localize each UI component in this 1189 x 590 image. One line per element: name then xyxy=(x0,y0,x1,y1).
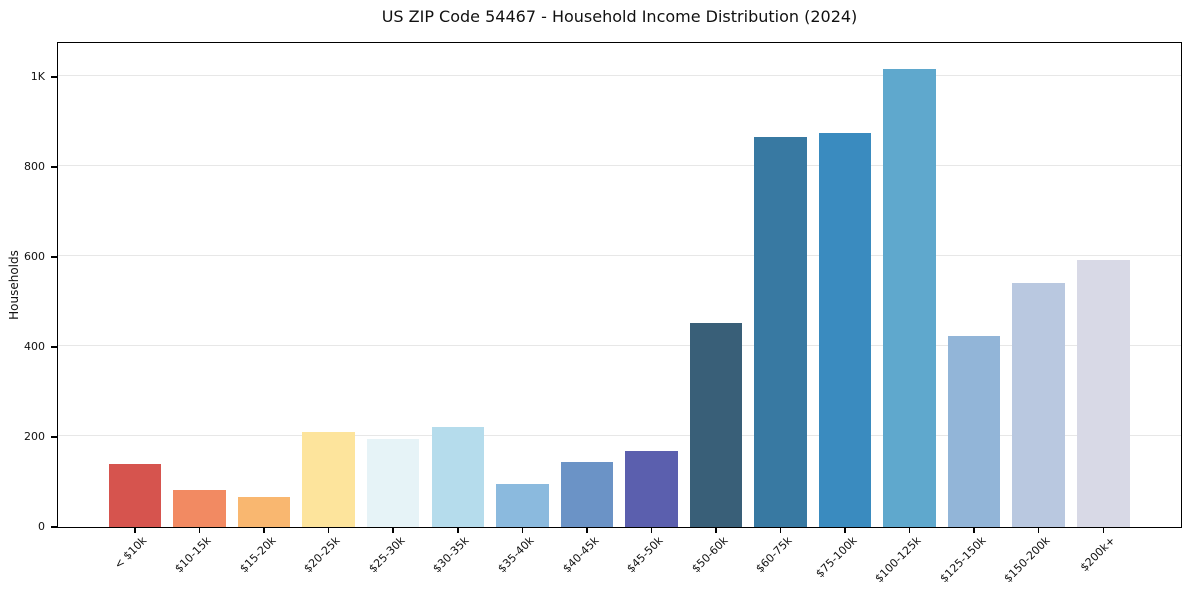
y-tick-label: 400 xyxy=(24,339,45,353)
gridline xyxy=(58,165,1181,167)
gridline xyxy=(58,435,1181,437)
x-tick-label: < $10k xyxy=(111,534,150,572)
x-tick-label: $100-125k xyxy=(872,534,924,586)
x-tick-label: $45-50k xyxy=(624,534,666,576)
y-tick-label: 200 xyxy=(24,429,45,443)
x-tick-mark xyxy=(908,528,911,533)
gridline xyxy=(58,75,1181,77)
x-tick-label: $75-100k xyxy=(813,534,860,581)
bar xyxy=(947,336,1001,527)
x-tick-mark xyxy=(1037,528,1040,533)
x-tick-mark xyxy=(198,528,201,533)
x-tick-mark xyxy=(521,528,524,533)
x-tick-label: $150-200k xyxy=(1001,534,1053,586)
bar xyxy=(625,451,678,527)
y-tick-mark xyxy=(51,526,57,528)
x-tick-mark xyxy=(715,528,717,533)
gridline xyxy=(58,345,1181,347)
x-tick-label: $125-150k xyxy=(937,534,989,586)
x-tick-mark xyxy=(586,528,588,533)
bar xyxy=(496,484,549,527)
bar xyxy=(689,323,743,527)
x-tick-mark xyxy=(1102,528,1104,533)
x-tick-label: $20-25k xyxy=(301,534,343,576)
gridline xyxy=(58,255,1181,257)
bar xyxy=(108,463,162,527)
x-tick-mark xyxy=(973,528,975,533)
y-tick-mark xyxy=(51,166,57,168)
y-tick-mark xyxy=(51,256,57,258)
bar xyxy=(883,68,936,527)
x-tick-label: $10-15k xyxy=(172,534,214,576)
x-tick-mark xyxy=(392,528,394,533)
y-tick-mark xyxy=(51,346,57,348)
x-tick-mark xyxy=(779,528,782,533)
y-tick-label: 1K xyxy=(30,69,45,83)
y-tick-mark xyxy=(51,76,57,78)
x-tick-mark xyxy=(844,528,846,533)
x-tick-mark xyxy=(134,528,136,533)
plot-area xyxy=(57,42,1182,528)
bar xyxy=(431,427,484,527)
x-tick-label: $25-30k xyxy=(366,534,408,576)
y-tick-label: 600 xyxy=(24,249,45,263)
bar xyxy=(302,432,355,527)
x-tick-label: $200k+ xyxy=(1077,534,1118,575)
bar xyxy=(754,137,807,527)
bar xyxy=(818,133,872,527)
x-tick-mark xyxy=(327,528,330,533)
x-tick-label: $35-40k xyxy=(495,534,537,576)
bar xyxy=(366,439,420,527)
bar xyxy=(173,490,226,527)
y-tick-label: 0 xyxy=(38,520,45,533)
x-tick-label: $60-75k xyxy=(753,534,795,576)
x-tick-mark xyxy=(457,528,459,533)
x-tick-label: $30-35k xyxy=(430,534,472,576)
bar xyxy=(237,497,291,527)
x-tick-label: $15-20k xyxy=(237,534,279,576)
bar xyxy=(1012,283,1065,527)
x-tick-mark xyxy=(650,528,653,533)
x-tick-mark xyxy=(263,528,265,533)
x-tick-label: $40-45k xyxy=(559,534,602,576)
bar xyxy=(560,462,614,527)
chart-title: US ZIP Code 54467 - Household Income Dis… xyxy=(381,7,858,26)
x-tick-label: $50-60k xyxy=(688,534,731,576)
y-tick-mark xyxy=(51,436,57,438)
bar xyxy=(1077,260,1130,527)
y-tick-label: 800 xyxy=(24,159,45,173)
